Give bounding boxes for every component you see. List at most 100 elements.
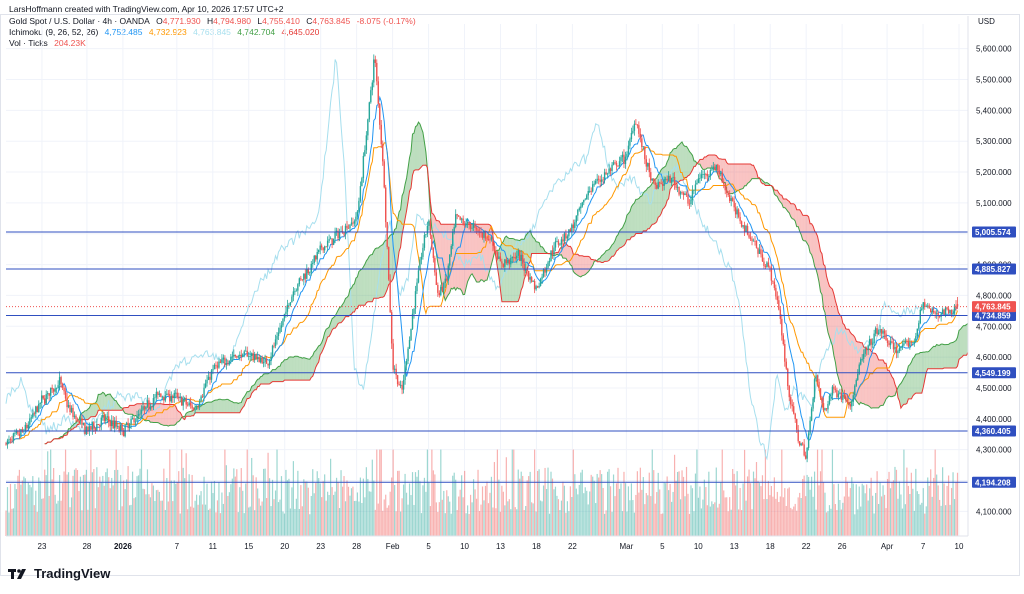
- candle-body: [304, 273, 307, 279]
- volume-bar: [389, 491, 391, 536]
- candle-body: [265, 358, 268, 364]
- volume-bar: [203, 476, 205, 536]
- cloud-segment: [585, 256, 587, 275]
- cloud-segment: [166, 404, 169, 427]
- volume-bar: [860, 506, 862, 536]
- candle-body: [822, 403, 825, 411]
- volume-bar: [295, 498, 297, 536]
- candle-body: [76, 419, 79, 421]
- candle-body: [600, 179, 603, 182]
- cloud-segment: [84, 410, 87, 420]
- ichimoku-conversion-value: 4,752.485: [104, 27, 143, 37]
- candle-body: [828, 395, 831, 404]
- volume-bar: [849, 488, 851, 536]
- volume-bar: [450, 513, 452, 536]
- volume-bar: [936, 474, 938, 536]
- candle-body: [441, 286, 443, 291]
- volume-bar: [870, 477, 872, 536]
- volume-bar: [361, 503, 363, 536]
- candle-body: [888, 342, 890, 346]
- volume-bar: [41, 498, 43, 536]
- level-price-label: 4,549.199: [975, 369, 1011, 378]
- candle-body: [550, 250, 552, 261]
- cloud-segment: [157, 403, 160, 424]
- volume-bar: [754, 478, 756, 536]
- volume-bar: [925, 506, 927, 536]
- candle-body: [21, 429, 24, 432]
- cloud-segment: [416, 122, 419, 170]
- volume-bar: [334, 491, 336, 536]
- candle-body: [462, 218, 464, 225]
- cloud-segment: [939, 344, 942, 369]
- volume-bar: [337, 481, 339, 536]
- candle-body: [845, 397, 847, 400]
- cloud-segment: [956, 337, 958, 368]
- candle-body: [854, 385, 856, 396]
- candle-body: [416, 282, 418, 292]
- cloud-segment: [708, 154, 711, 169]
- ichimoku-label[interactable]: Ichimoku (9, 26, 52, 26): [9, 27, 99, 37]
- cloud-segment: [635, 199, 638, 234]
- candle-body: [551, 250, 554, 255]
- candle-body: [897, 351, 899, 354]
- volume-bar: [635, 494, 637, 536]
- candle-body: [149, 406, 152, 410]
- candle-body: [352, 222, 354, 224]
- candle-body: [18, 433, 21, 437]
- volume-bar: [382, 510, 384, 536]
- candle-body: [499, 256, 502, 262]
- symbol-title[interactable]: Gold Spot / U.S. Dollar · 4h · OANDA: [9, 16, 150, 26]
- cloud-segment: [842, 323, 845, 395]
- cloud-segment: [178, 411, 181, 422]
- time-tick-label: 13: [496, 542, 505, 551]
- cloud-segment: [285, 359, 288, 381]
- cloud-segment: [827, 281, 830, 338]
- candle-body: [148, 400, 150, 410]
- cloud-segment: [204, 403, 206, 413]
- volume-bar: [691, 488, 694, 536]
- cloud-segment: [510, 238, 513, 302]
- volume-bar: [924, 513, 926, 536]
- candle-body: [320, 245, 323, 248]
- volume-bar: [385, 494, 387, 536]
- cloud-segment: [439, 221, 441, 280]
- cloud-segment: [366, 258, 368, 303]
- price-tick-label: 4,400.000: [976, 415, 1012, 424]
- candle-body: [912, 342, 914, 343]
- candle-body: [189, 402, 192, 406]
- volume-bar: [836, 510, 838, 536]
- cloud-segment: [847, 329, 849, 405]
- volume-label[interactable]: Vol · Ticks: [9, 38, 48, 48]
- candle-body: [78, 420, 80, 422]
- volume-bar: [112, 485, 114, 536]
- cloud-segment: [363, 264, 365, 306]
- volume-bar: [70, 497, 73, 536]
- volume-bar: [298, 508, 300, 536]
- volume-bar: [190, 506, 192, 536]
- volume-bar: [44, 469, 46, 536]
- candle-body: [627, 145, 630, 154]
- cloud-segment: [102, 392, 105, 411]
- volume-bar: [639, 467, 641, 536]
- volume-bar: [160, 500, 162, 536]
- cloud-segment: [536, 241, 538, 254]
- volume-bar: [656, 492, 658, 536]
- volume-bar: [866, 484, 868, 536]
- candle-body: [428, 220, 430, 227]
- volume-bar: [458, 496, 460, 536]
- candle-body: [586, 195, 588, 200]
- cloud-segment: [215, 400, 218, 413]
- volume-bar: [821, 449, 823, 536]
- candle-body: [602, 179, 604, 181]
- candle-body: [38, 403, 40, 413]
- candle-body: [782, 335, 784, 345]
- volume-bar: [459, 489, 461, 536]
- candle-body: [928, 305, 930, 309]
- cloud-segment: [609, 247, 611, 261]
- candle-body: [200, 396, 202, 402]
- tradingview-brand[interactable]: TradingView: [8, 566, 110, 581]
- cloud-segment: [412, 133, 415, 176]
- cloud-segment: [574, 254, 577, 275]
- candle-body: [399, 384, 402, 386]
